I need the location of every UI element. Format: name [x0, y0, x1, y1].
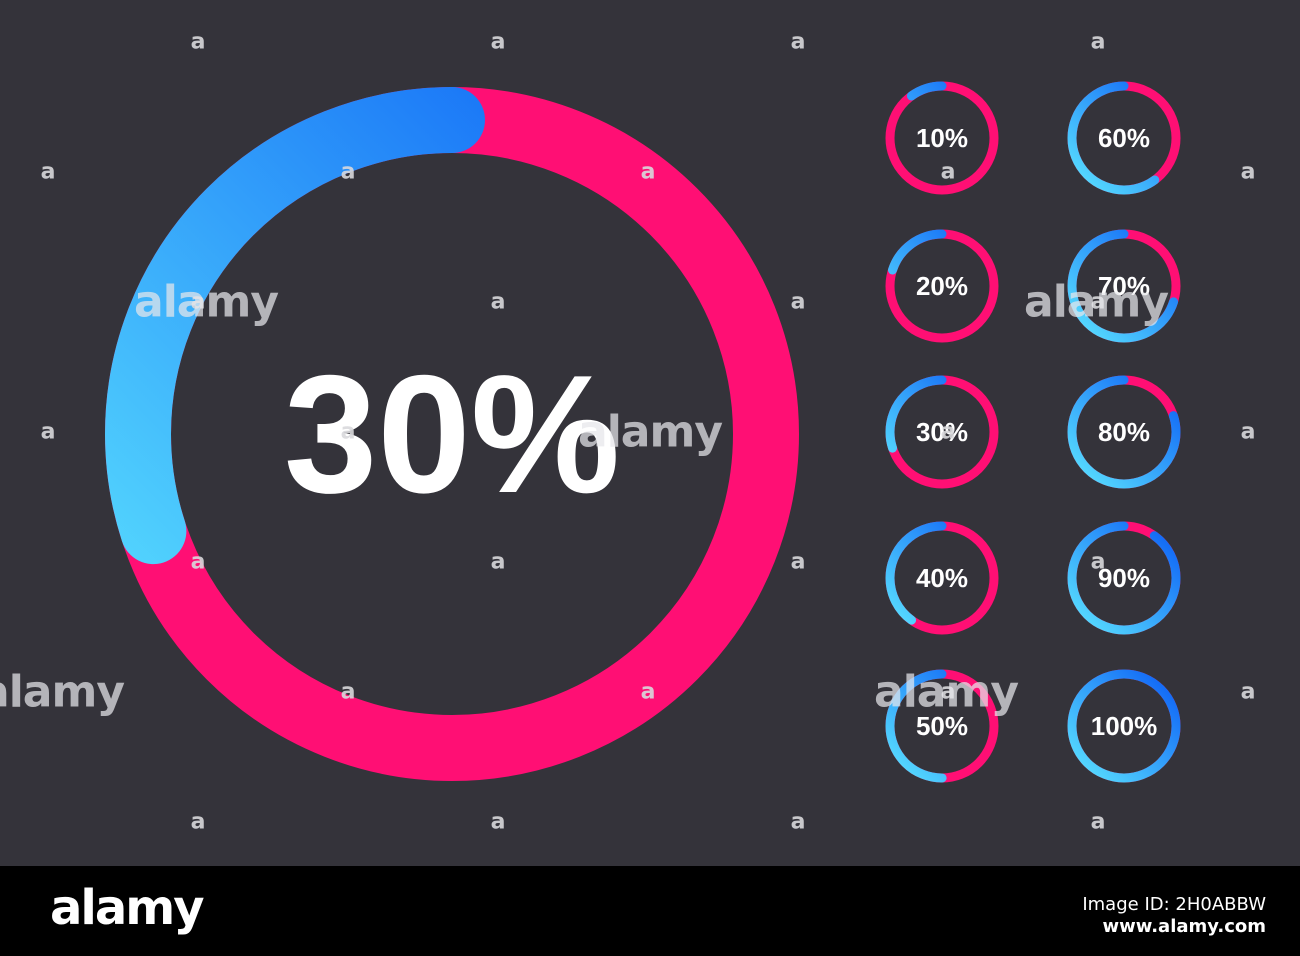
watermark-mark: a: [491, 810, 506, 835]
small-progress-chart-60: 60%: [1067, 81, 1181, 195]
main-progress-chart-label: 30%: [284, 340, 620, 528]
small-progress-chart-90: 90%: [1067, 521, 1181, 635]
watermark-logo: alamy: [874, 667, 1018, 718]
watermark-mark: a: [641, 160, 656, 185]
watermark-mark: a: [941, 420, 956, 445]
watermark-logo: alamy: [134, 277, 278, 328]
small-progress-chart-40-progress-arc: [885, 521, 999, 635]
footer-bar: alamy Image ID: 2H0ABBW www.alamy.com: [0, 866, 1300, 956]
small-progress-chart-90-progress-arc: [1067, 521, 1181, 635]
watermark-mark: a: [191, 30, 206, 55]
watermark-mark: a: [41, 160, 56, 185]
small-progress-chart-100-label: 100%: [1091, 711, 1158, 741]
watermark-mark: a: [41, 420, 56, 445]
watermark-mark: a: [1091, 30, 1106, 55]
small-progress-chart-30-progress-arc: [885, 375, 999, 489]
footer-image-info: Image ID: 2H0ABBW www.alamy.com: [1082, 894, 1266, 938]
small-progress-chart-50-progress-arc: [885, 669, 999, 783]
watermark-mark: a: [341, 420, 356, 445]
footer-logo: alamy: [50, 880, 205, 936]
watermark-mark: a: [1091, 810, 1106, 835]
progress-charts: 30%10% 60%20% 70%30% 80%40% 90%50% 100% a a a aa…: [0, 30, 1256, 835]
watermark-mark: a: [1241, 160, 1256, 185]
small-progress-chart-70: 70%: [1067, 229, 1181, 343]
small-progress-chart-20-label: 20%: [916, 271, 968, 301]
watermark-mark: a: [941, 680, 956, 705]
watermark-mark: a: [341, 680, 356, 705]
watermark-mark: a: [191, 810, 206, 835]
small-progress-chart-50: 50%: [885, 669, 999, 783]
small-progress-chart-30-label: 30%: [916, 417, 968, 447]
small-progress-chart-100-progress-arc: [1067, 669, 1181, 783]
small-progress-chart-80: 80%: [1067, 375, 1181, 489]
small-progress-chart-10-label: 10%: [916, 123, 968, 153]
site-url-text: www.alamy.com: [1102, 916, 1266, 937]
small-progress-chart-60-progress-arc: [1067, 81, 1181, 195]
watermark-mark: a: [1241, 420, 1256, 445]
small-progress-chart-10: 10%: [885, 81, 999, 195]
small-progress-chart-20: 20%: [885, 229, 999, 343]
watermark-mark: a: [791, 810, 806, 835]
watermark-mark: a: [791, 290, 806, 315]
watermark-mark: a: [491, 550, 506, 575]
watermark-mark: a: [191, 290, 206, 315]
watermark-logo: alamy: [0, 667, 124, 718]
small-progress-chart-40: 40%: [885, 521, 999, 635]
small-progress-chart-70-progress-arc: [1067, 229, 1181, 343]
watermark-mark: a: [791, 30, 806, 55]
small-progress-chart-90-label: 90%: [1098, 563, 1150, 593]
watermark-mark: a: [791, 550, 806, 575]
small-progress-chart-100: 100%: [1067, 669, 1181, 783]
main-progress-chart: 30%: [105, 87, 799, 781]
watermark-logo: alamy: [578, 407, 722, 458]
watermark-logo: alamy: [1024, 277, 1168, 328]
small-progress-chart-50-label: 50%: [916, 711, 968, 741]
watermark-logos: alamy alamy alamy alamy alamy: [0, 277, 1169, 718]
small-progress-chart-10-progress-arc: [885, 81, 999, 195]
watermark-mark: a: [491, 290, 506, 315]
watermark-mark: a: [1091, 550, 1106, 575]
small-progress-chart-80-label: 80%: [1098, 417, 1150, 447]
watermark-mark: a: [941, 160, 956, 185]
small-progress-chart-70-label: 70%: [1098, 271, 1150, 301]
small-progress-chart-30: 30%: [885, 375, 999, 489]
watermark-mark: a: [1241, 680, 1256, 705]
watermark-mark: a: [1091, 290, 1106, 315]
watermark-mark: a: [191, 550, 206, 575]
watermark-marks: a a a a a a a a a a a a a a a a a a a a a a a a a a a a a: [41, 30, 1256, 835]
main-progress-chart-progress-arc: [105, 87, 799, 781]
small-progress-chart-80-progress-arc: [1067, 375, 1181, 489]
image-id-text: Image ID: 2H0ABBW: [1082, 894, 1266, 915]
small-progress-chart-20-progress-arc: [885, 229, 999, 343]
watermark-mark: a: [641, 680, 656, 705]
small-progress-chart-40-label: 40%: [916, 563, 968, 593]
small-progress-chart-60-label: 60%: [1098, 123, 1150, 153]
watermark-mark: a: [341, 160, 356, 185]
watermark-mark: a: [491, 30, 506, 55]
